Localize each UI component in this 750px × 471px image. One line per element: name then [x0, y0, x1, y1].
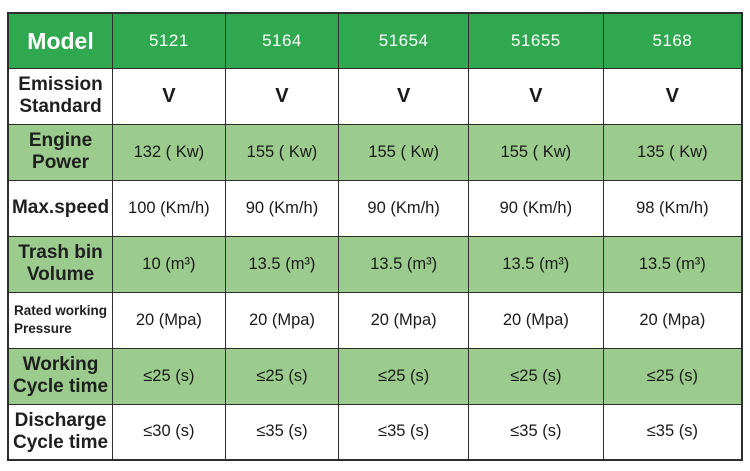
value-cell: 135 ( Kw) — [602, 123, 743, 181]
value-cell: 13.5 (m³) — [224, 235, 340, 293]
value-cell: 132 ( Kw) — [112, 123, 226, 181]
value-cell: V — [112, 67, 226, 125]
value-cell: ≤25 (s) — [338, 347, 469, 405]
value-cell: ≤25 (s) — [467, 347, 604, 405]
value-cell: ≤25 (s) — [224, 347, 340, 405]
row-label: Engine Power — [7, 123, 114, 181]
value-cell: 155 ( Kw) — [224, 123, 340, 181]
value-cell: 20 (Mpa) — [338, 291, 469, 349]
value-cell: 155 ( Kw) — [467, 123, 604, 181]
model-number-cell: 5168 — [602, 12, 743, 69]
row-label: Trash bin Volume — [7, 235, 114, 293]
value-cell: ≤30 (s) — [112, 403, 226, 461]
model-number-cell: 51654 — [338, 12, 469, 69]
table-row-max-speed: Max.speed 100 (Km/h) 90 (Km/h) 90 (Km/h)… — [7, 179, 743, 237]
value-cell: 20 (Mpa) — [224, 291, 340, 349]
value-cell: ≤25 (s) — [602, 347, 743, 405]
value-cell: 155 ( Kw) — [338, 123, 469, 181]
row-label: Max.speed — [7, 179, 114, 237]
value-cell: V — [224, 67, 340, 125]
value-cell: ≤35 (s) — [224, 403, 340, 461]
value-cell: 100 (Km/h) — [112, 179, 226, 237]
value-cell: ≤35 (s) — [602, 403, 743, 461]
value-cell: ≤25 (s) — [112, 347, 226, 405]
value-cell: V — [338, 67, 469, 125]
table-row-emission-standard: Emission Standard V V V V V — [7, 67, 743, 125]
row-label: Emission Standard — [7, 67, 114, 125]
value-cell: 13.5 (m³) — [602, 235, 743, 293]
row-label: Working Cycle time — [7, 347, 114, 405]
value-cell: 90 (Km/h) — [224, 179, 340, 237]
value-cell: ≤35 (s) — [467, 403, 604, 461]
value-cell: 98 (Km/h) — [602, 179, 743, 237]
value-cell: 10 (m³) — [112, 235, 226, 293]
table-row-engine-power: Engine Power 132 ( Kw) 155 ( Kw) 155 ( K… — [7, 123, 743, 181]
value-cell: 13.5 (m³) — [338, 235, 469, 293]
model-number-cell: 51655 — [467, 12, 604, 69]
table-row-discharge-cycle-time: Discharge Cycle time ≤30 (s) ≤35 (s) ≤35… — [7, 403, 743, 461]
value-cell: 13.5 (m³) — [467, 235, 604, 293]
value-cell: 90 (Km/h) — [467, 179, 604, 237]
value-cell: ≤35 (s) — [338, 403, 469, 461]
model-number-cell: 5121 — [112, 12, 226, 69]
value-cell: 20 (Mpa) — [467, 291, 604, 349]
row-label: Rated working Pressure — [7, 291, 114, 349]
table-row-rated-working-pressure: Rated working Pressure 20 (Mpa) 20 (Mpa)… — [7, 291, 743, 349]
value-cell: V — [602, 67, 743, 125]
table-row-working-cycle-time: Working Cycle time ≤25 (s) ≤25 (s) ≤25 (… — [7, 347, 743, 405]
value-cell: 20 (Mpa) — [602, 291, 743, 349]
value-cell: 20 (Mpa) — [112, 291, 226, 349]
spec-table: Model 5121 5164 51654 51655 5168 Emissio… — [7, 12, 743, 461]
table-row-trash-bin-volume: Trash bin Volume 10 (m³) 13.5 (m³) 13.5 … — [7, 235, 743, 293]
row-label: Discharge Cycle time — [7, 403, 114, 461]
table-header-row: Model 5121 5164 51654 51655 5168 — [7, 12, 743, 69]
value-cell: V — [467, 67, 604, 125]
model-number-cell: 5164 — [224, 12, 340, 69]
model-header-cell: Model — [7, 12, 114, 69]
value-cell: 90 (Km/h) — [338, 179, 469, 237]
